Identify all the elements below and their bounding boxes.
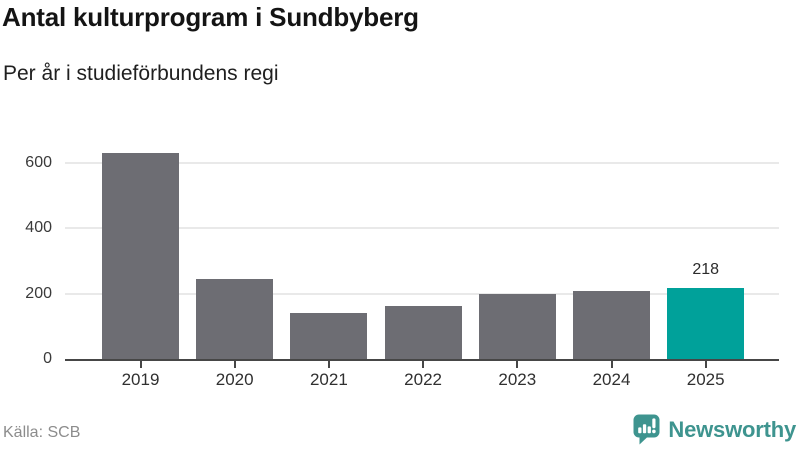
- plot-area: [65, 140, 779, 361]
- y-axis-label-600: 600: [25, 153, 52, 171]
- bar-2024: [573, 291, 650, 359]
- bar-2019: [102, 153, 179, 359]
- x-tick-2024: [610, 361, 613, 368]
- x-axis-label-2024: 2024: [592, 370, 631, 389]
- chart-subtitle: Per år i studieförbundens regi: [3, 62, 279, 85]
- x-axis-label-2023: 2023: [498, 370, 537, 389]
- x-axis-label-2020: 2020: [215, 370, 254, 389]
- y-axis-label-400: 400: [25, 219, 52, 237]
- bar-2022: [384, 306, 462, 359]
- x-tick-2019: [139, 361, 142, 368]
- gridline-600: [65, 161, 779, 164]
- newsworthy-logo[interactable]: Newsworthy: [633, 414, 796, 445]
- newsworthy-wordmark: Newsworthy: [668, 416, 796, 442]
- y-axis-label-200: 200: [25, 284, 52, 302]
- gridline-200: [65, 292, 779, 295]
- data-label-2025: 218: [692, 260, 720, 278]
- bar-2025: [667, 287, 745, 359]
- bar-2021: [290, 312, 368, 359]
- bar-2020: [196, 279, 274, 359]
- bar-2023: [478, 294, 556, 359]
- chart-title: Antal kulturprogram i Sundbyberg: [2, 2, 419, 32]
- x-axis-label-2025: 2025: [686, 370, 725, 389]
- x-tick-2020: [233, 361, 236, 368]
- x-axis-label-2022: 2022: [404, 370, 442, 389]
- y-axis-label-0: 0: [43, 350, 52, 367]
- x-axis-label-2021: 2021: [309, 370, 348, 389]
- gridline-400: [65, 227, 779, 230]
- bar-chart: 0 200 400 600 2019 2020 2021 2022 2023 2024 2025 21…: [0, 140, 800, 410]
- x-tick-2021: [327, 361, 330, 368]
- x-axis-label-2019: 2019: [121, 370, 160, 389]
- x-tick-2025: [704, 361, 707, 368]
- x-tick-2023: [516, 361, 519, 368]
- x-tick-2022: [422, 361, 425, 368]
- newsworthy-bubble-chart-icon: [633, 414, 660, 445]
- source-note: Källa: SCB: [3, 424, 81, 441]
